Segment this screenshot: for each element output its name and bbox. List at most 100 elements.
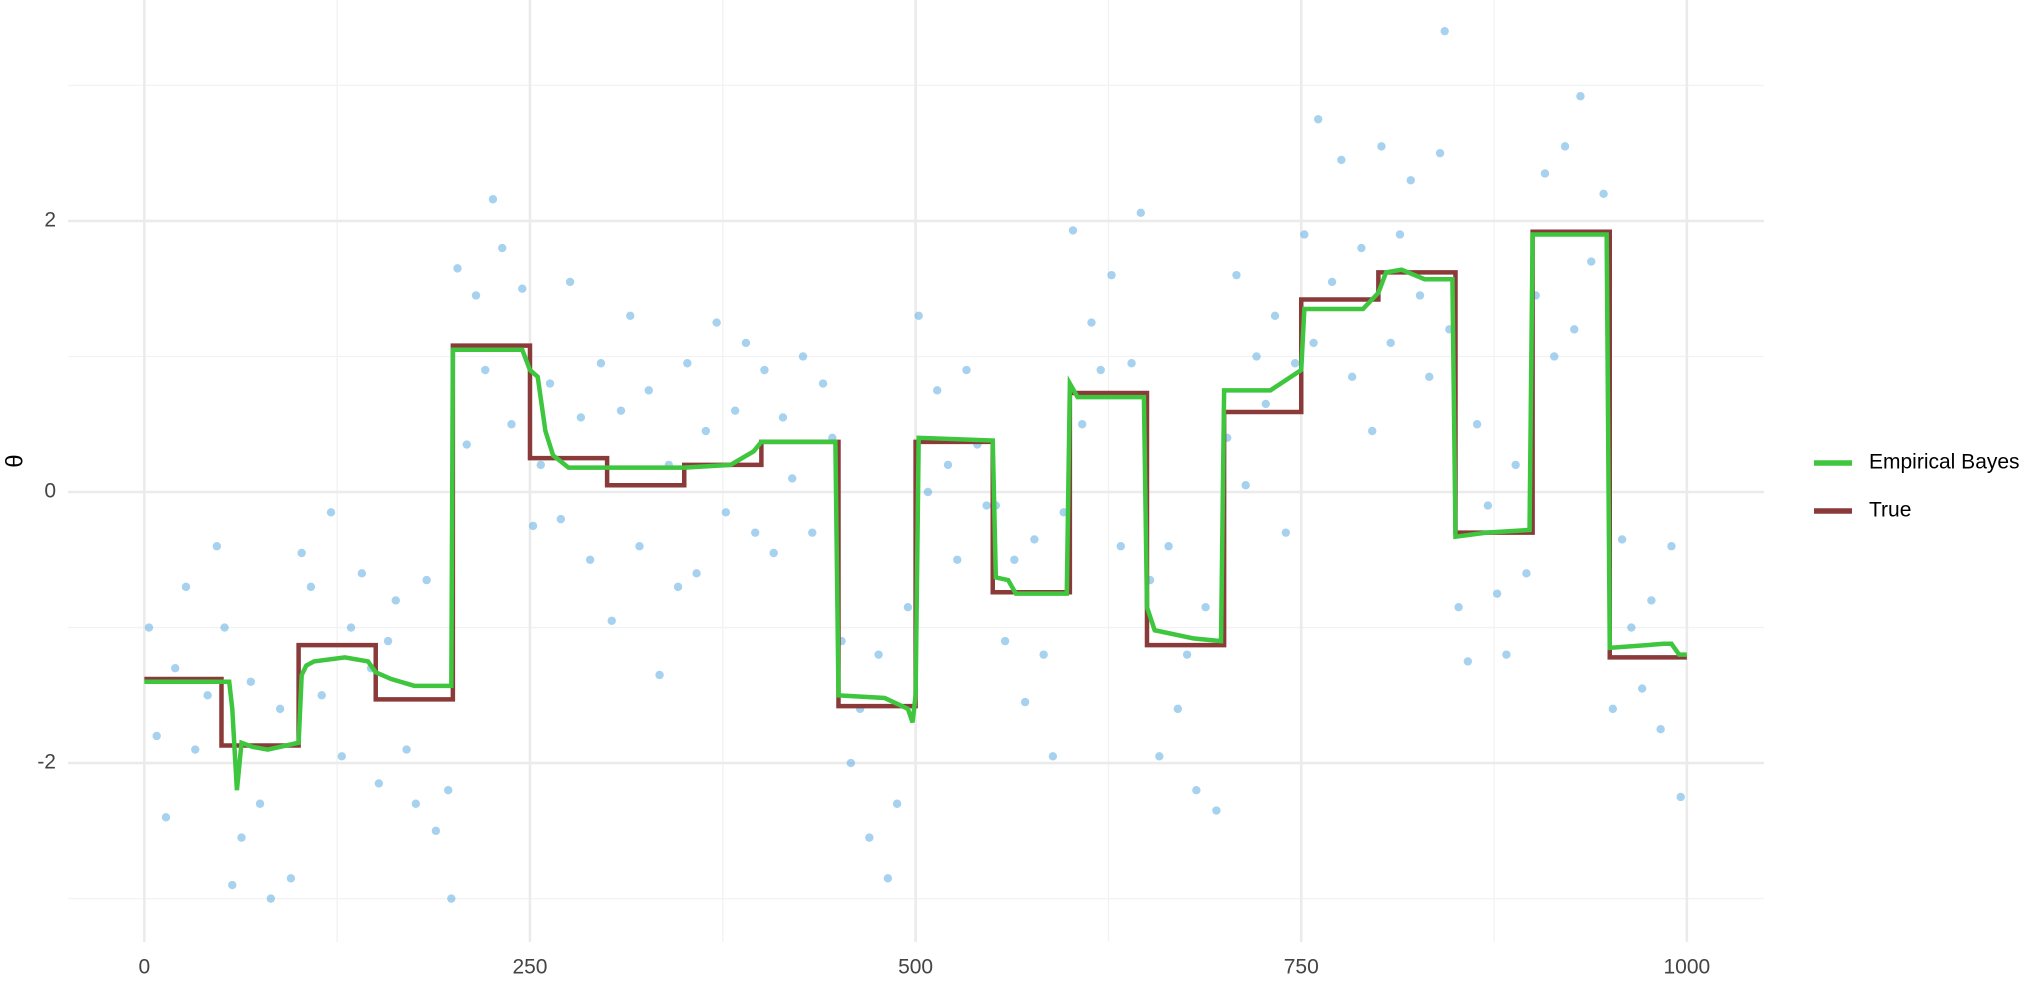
point <box>1173 704 1183 714</box>
point <box>1155 752 1164 761</box>
legend-label: True <box>1869 499 1911 522</box>
point <box>1096 365 1105 375</box>
point <box>1290 359 1300 368</box>
point <box>444 785 453 795</box>
point <box>1010 555 1019 564</box>
point <box>933 386 942 395</box>
point <box>1667 542 1676 551</box>
point <box>953 555 962 564</box>
point <box>383 636 393 646</box>
point <box>626 311 635 321</box>
point <box>1327 277 1337 287</box>
point <box>1492 589 1502 598</box>
point <box>191 745 200 754</box>
point <box>275 704 285 714</box>
point <box>1087 318 1096 327</box>
point <box>374 779 384 788</box>
point <box>391 596 400 605</box>
point <box>1676 792 1685 802</box>
point <box>883 874 893 883</box>
point <box>1347 372 1357 381</box>
point <box>212 542 222 551</box>
point <box>1463 657 1473 666</box>
point <box>818 379 828 388</box>
x-tick-label: 0 <box>139 956 151 979</box>
point <box>447 894 456 903</box>
point <box>943 460 953 470</box>
point <box>892 799 902 808</box>
point <box>1212 806 1221 815</box>
point <box>903 603 913 612</box>
point <box>1261 399 1270 409</box>
point <box>712 318 721 327</box>
point <box>692 569 701 578</box>
point <box>769 548 778 558</box>
point <box>220 623 229 632</box>
point <box>411 799 421 808</box>
point <box>266 894 276 903</box>
point <box>1587 257 1596 266</box>
point <box>357 569 367 578</box>
y-axis-label: θ <box>1 454 28 467</box>
x-tick-label: 1000 <box>1664 956 1711 979</box>
point <box>306 582 316 592</box>
point <box>565 277 575 287</box>
point <box>556 514 566 524</box>
point <box>1252 352 1261 361</box>
point <box>1116 542 1125 551</box>
point <box>1472 420 1482 429</box>
point <box>1511 460 1520 470</box>
point <box>721 508 731 517</box>
legend: Empirical Bayes True <box>1814 451 2020 522</box>
point <box>673 582 683 592</box>
point <box>1357 243 1366 253</box>
point <box>1550 352 1559 361</box>
point <box>402 745 411 754</box>
point <box>1241 481 1250 490</box>
point <box>462 440 471 449</box>
y-tick-label: -2 <box>37 751 56 774</box>
point <box>798 352 808 361</box>
point <box>1522 569 1531 578</box>
point <box>914 311 923 321</box>
point <box>874 650 883 659</box>
point <box>1435 148 1445 158</box>
point <box>545 379 555 388</box>
point <box>326 508 336 517</box>
point <box>1440 26 1449 36</box>
x-tick-label: 250 <box>512 956 547 979</box>
point <box>422 575 431 585</box>
point <box>1020 697 1030 707</box>
point <box>1078 420 1087 429</box>
point <box>1406 176 1415 185</box>
point <box>161 813 171 822</box>
point <box>585 555 595 564</box>
point <box>1386 338 1395 348</box>
point <box>644 386 653 395</box>
x-tick-label: 500 <box>898 956 933 979</box>
point <box>1314 115 1323 124</box>
point <box>1395 230 1405 239</box>
point <box>655 670 664 680</box>
point <box>488 195 498 204</box>
point <box>337 752 346 761</box>
point <box>1270 311 1280 321</box>
point <box>1182 650 1192 659</box>
point <box>1637 684 1647 693</box>
point <box>246 677 255 686</box>
point <box>1030 535 1039 544</box>
point <box>471 291 481 300</box>
point <box>846 758 856 768</box>
point <box>1201 603 1210 612</box>
point <box>1454 603 1463 612</box>
point <box>171 664 180 673</box>
legend-label: Empirical Bayes <box>1869 451 2020 474</box>
point <box>982 501 991 510</box>
point <box>481 365 490 375</box>
point <box>1627 623 1636 632</box>
point <box>498 243 507 253</box>
point <box>1647 596 1656 605</box>
point <box>1483 501 1493 510</box>
point <box>181 582 191 592</box>
